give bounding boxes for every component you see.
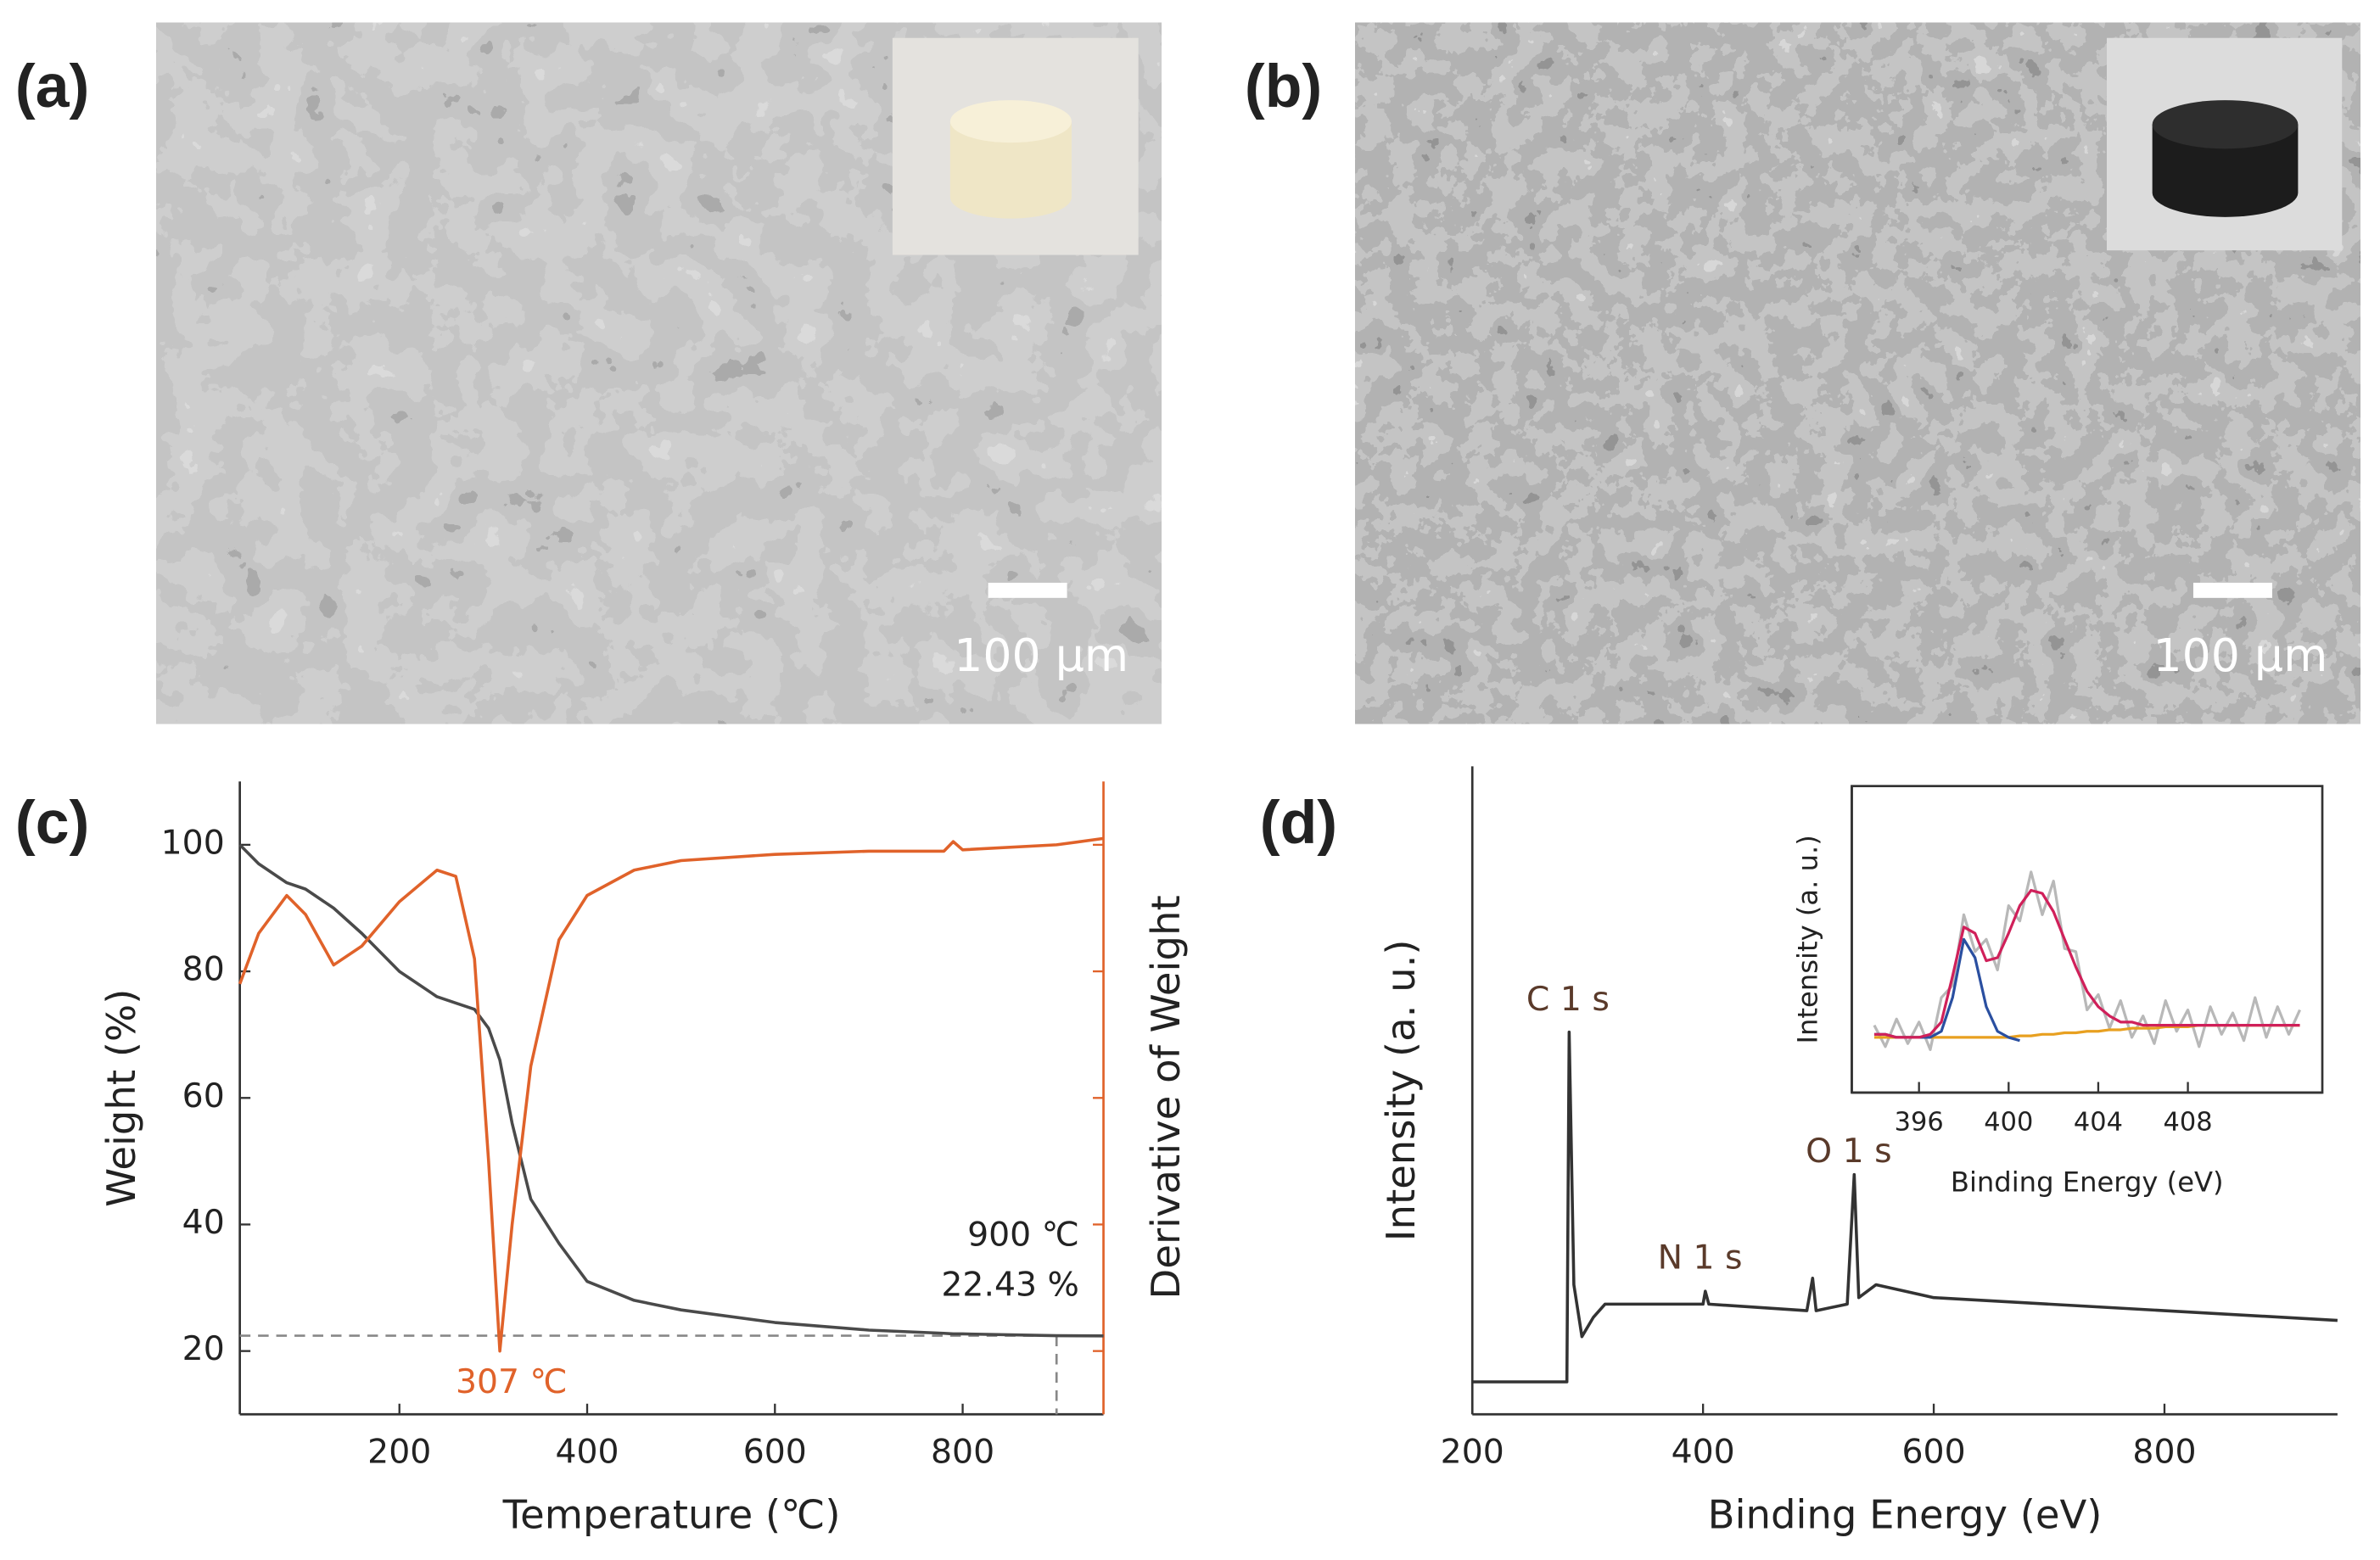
scale-text: 100 µm bbox=[954, 629, 1128, 682]
y-tick-label: 80 bbox=[182, 950, 225, 989]
sample bbox=[2152, 124, 2299, 217]
y2-axis-label: Derivative of Weight bbox=[1143, 895, 1189, 1299]
x-tick-label: 408 bbox=[2164, 1107, 2213, 1137]
y-tick-label: 40 bbox=[182, 1203, 225, 1242]
panel-label: (d) bbox=[1260, 789, 1337, 857]
x-tick-label: 600 bbox=[743, 1432, 807, 1471]
scale-bar bbox=[988, 582, 1067, 598]
y-tick-label: 100 bbox=[161, 823, 225, 862]
x-tick-label: 800 bbox=[931, 1432, 994, 1471]
sample-top bbox=[2152, 100, 2299, 149]
peak-label: C 1 s bbox=[1526, 980, 1610, 1019]
y-tick-label: 60 bbox=[182, 1076, 225, 1115]
annotation: 22.43 % bbox=[941, 1265, 1079, 1304]
x-tick-label: 400 bbox=[1984, 1107, 2033, 1137]
annotation: 900 ℃ bbox=[967, 1215, 1079, 1254]
y-tick-label: 20 bbox=[182, 1329, 225, 1368]
x-axis-label: Temperature (℃) bbox=[502, 1491, 841, 1537]
x-tick-label: 200 bbox=[1441, 1432, 1504, 1471]
scale-text: 100 µm bbox=[2153, 629, 2327, 682]
scale-bar bbox=[2192, 582, 2272, 598]
x-tick-label: 200 bbox=[367, 1432, 431, 1471]
x-tick-label: 800 bbox=[2132, 1432, 2196, 1471]
sample-top bbox=[949, 100, 1072, 143]
x-tick-label: 400 bbox=[1672, 1432, 1735, 1471]
y-axis-label: Intensity (a. u.) bbox=[1378, 939, 1424, 1241]
data-line bbox=[1472, 1030, 2338, 1384]
x-tick-label: 400 bbox=[555, 1432, 619, 1471]
data-line bbox=[238, 843, 1104, 1338]
annotation: 307 ℃ bbox=[456, 1362, 568, 1401]
data-line bbox=[1873, 888, 2300, 1039]
x-axis-label: Binding Energy (eV) bbox=[1951, 1166, 2224, 1198]
sample bbox=[949, 121, 1072, 219]
x-axis-label: Binding Energy (eV) bbox=[1708, 1491, 2103, 1537]
y-axis-label: Weight (%) bbox=[98, 989, 144, 1207]
panel-label: (c) bbox=[15, 789, 89, 857]
data-line bbox=[238, 836, 1104, 1353]
x-tick-label: 404 bbox=[2074, 1107, 2123, 1137]
x-tick-label: 600 bbox=[1902, 1432, 1966, 1471]
y-axis-label: Intensity (a. u.) bbox=[1791, 835, 1823, 1043]
panel-label: (b) bbox=[1245, 53, 1322, 120]
panel-label: (a) bbox=[15, 53, 89, 120]
inset-frame bbox=[1851, 785, 2324, 1094]
x-tick-label: 396 bbox=[1895, 1107, 1944, 1137]
data-line bbox=[1873, 870, 2302, 1051]
peak-label: O 1 s bbox=[1806, 1132, 1892, 1171]
peak-label: N 1 s bbox=[1658, 1238, 1743, 1277]
